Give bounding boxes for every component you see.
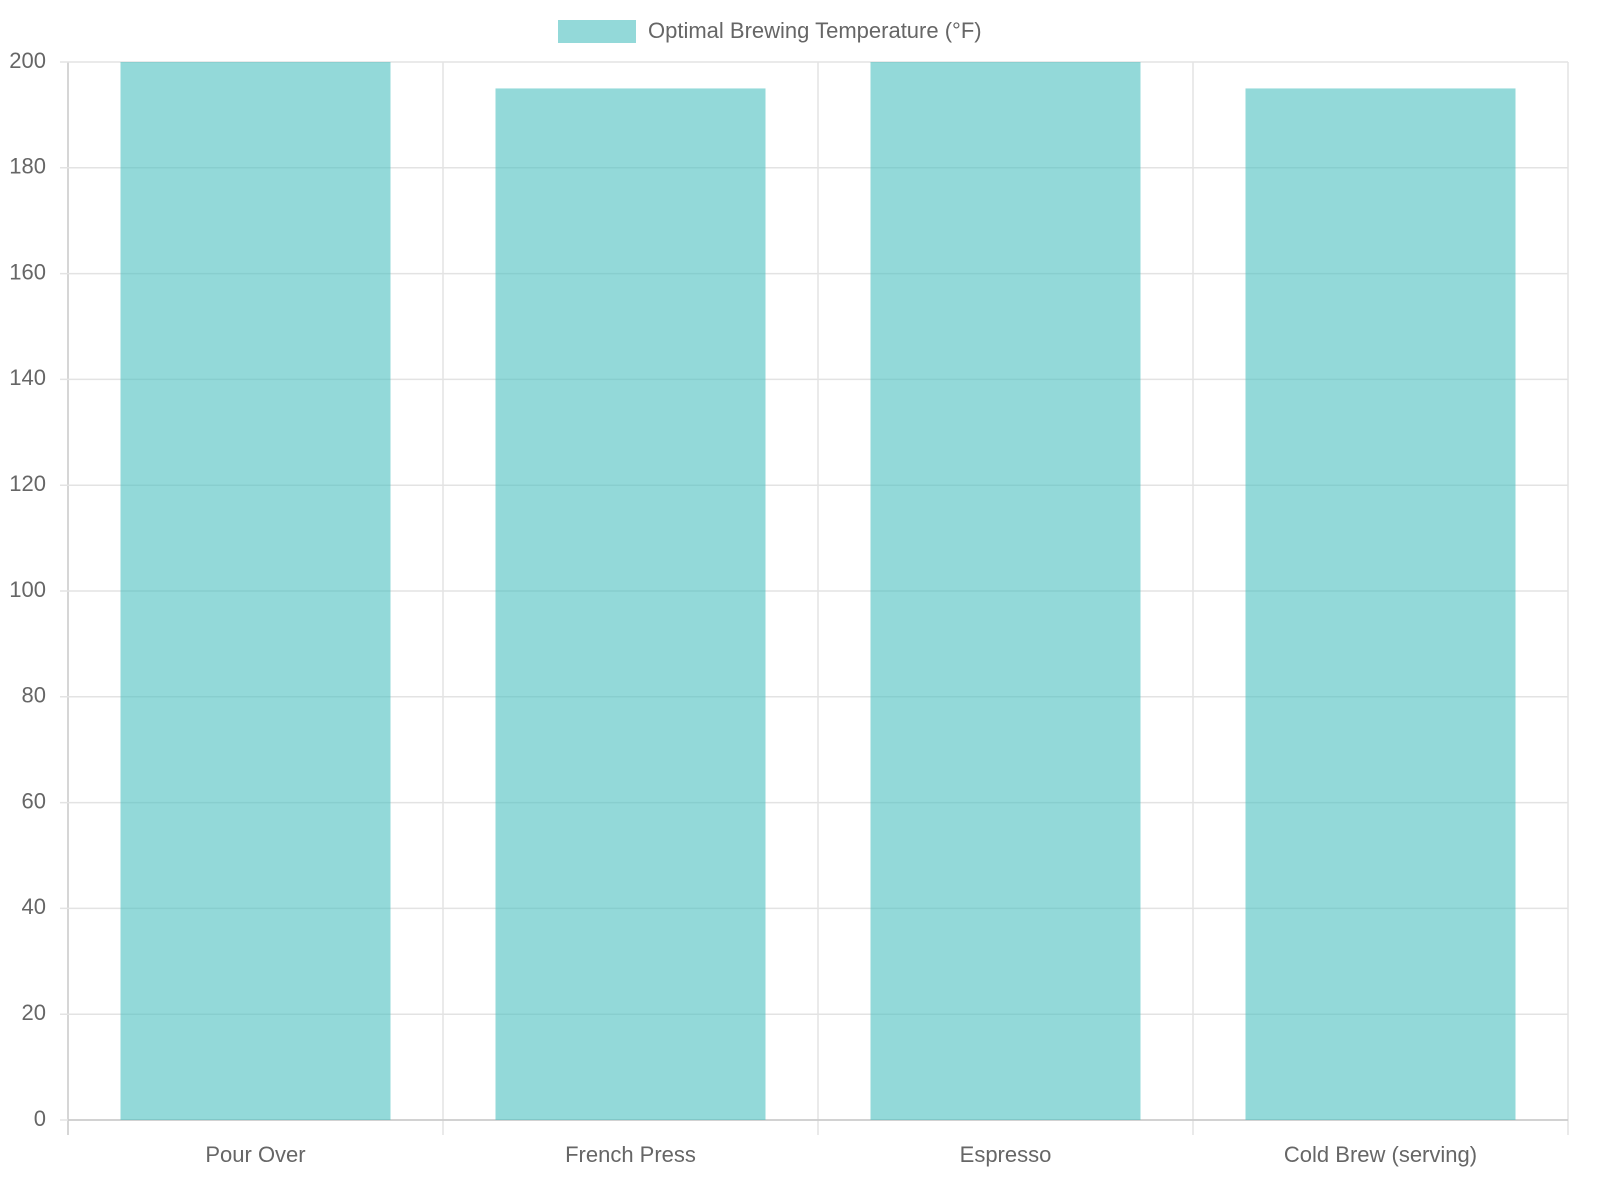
y-tick-label: 140 bbox=[9, 365, 46, 390]
y-tick-label: 80 bbox=[22, 683, 46, 708]
x-tick-label: French Press bbox=[565, 1142, 696, 1167]
y-tick-label: 40 bbox=[22, 894, 46, 919]
y-tick-label: 100 bbox=[9, 577, 46, 602]
y-tick-label: 180 bbox=[9, 154, 46, 179]
bar bbox=[870, 62, 1141, 1120]
bar bbox=[1245, 88, 1516, 1121]
x-tick-label: Espresso bbox=[960, 1142, 1052, 1167]
bar bbox=[120, 62, 391, 1120]
y-tick-label: 0 bbox=[34, 1106, 46, 1131]
x-tick-label: Pour Over bbox=[205, 1142, 305, 1167]
legend-label: Optimal Brewing Temperature (°F) bbox=[648, 18, 982, 43]
y-tick-label: 60 bbox=[22, 788, 46, 813]
y-tick-label: 160 bbox=[9, 259, 46, 284]
y-tick-label: 120 bbox=[9, 471, 46, 496]
bar bbox=[495, 88, 766, 1121]
y-tick-label: 20 bbox=[22, 1000, 46, 1025]
legend-swatch bbox=[558, 20, 636, 43]
y-tick-label: 200 bbox=[9, 48, 46, 73]
x-tick-label: Cold Brew (serving) bbox=[1284, 1142, 1477, 1167]
